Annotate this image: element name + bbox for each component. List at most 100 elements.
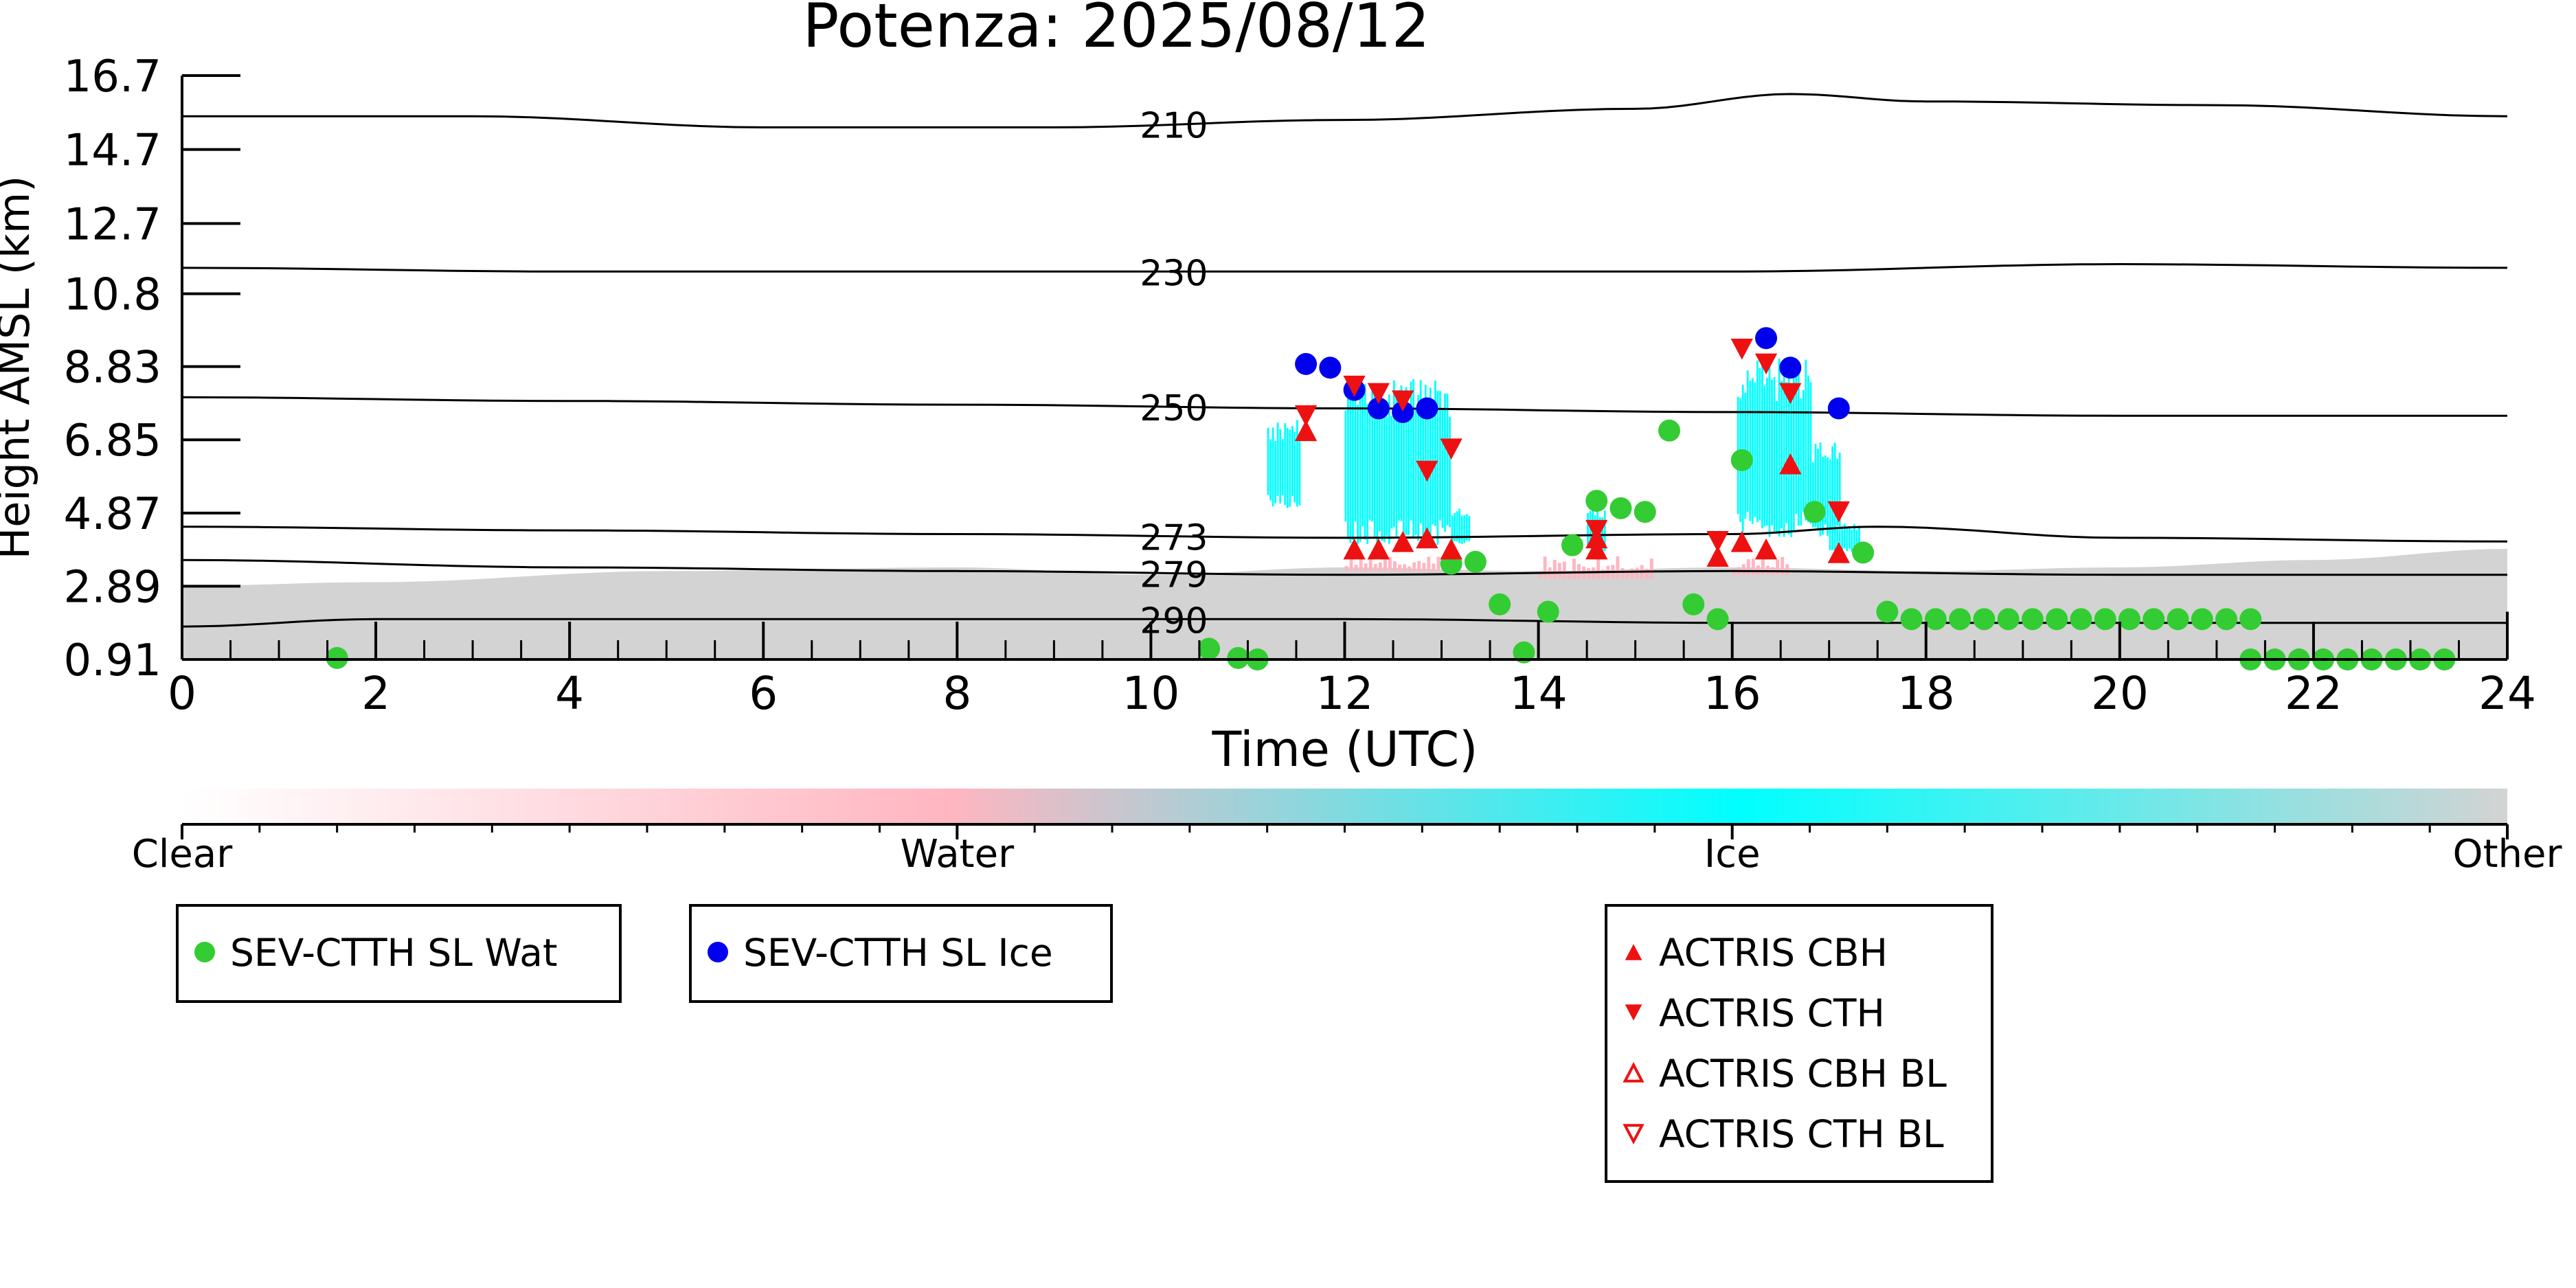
ice-pixel (1853, 523, 1855, 552)
ice-pixel (1802, 389, 1805, 512)
ice-pixel (1284, 423, 1287, 505)
data-point (1973, 608, 1996, 631)
ice-pixel (1344, 410, 1347, 522)
data-point (1537, 600, 1559, 623)
ice-pixel (1771, 379, 1773, 526)
water-pixel (1577, 563, 1581, 579)
colorbar-label: Water (901, 832, 1015, 877)
data-marker (1827, 542, 1850, 563)
data-point (1367, 397, 1390, 420)
water-pixel (1645, 568, 1649, 579)
ice-pixel (1785, 382, 1788, 523)
x-tick-label: 10 (1122, 667, 1179, 720)
data-marker (1827, 501, 1850, 523)
legend-label: SEV-CTTH SL Ice (743, 931, 1053, 975)
colorbar-label: Other (2452, 832, 2562, 877)
x-axis-label: Time (UTC) (1212, 721, 1478, 778)
data-point (1876, 600, 1899, 623)
ice-pixel (1417, 394, 1420, 541)
data-marker (1294, 405, 1318, 427)
ice-pixel (1833, 442, 1836, 536)
legend-item: SEV-CTTH SL Ice (708, 931, 1053, 975)
legend-marker (1625, 1004, 1642, 1021)
data-point (2118, 608, 2140, 631)
ice-pixel (1298, 438, 1301, 506)
data-marker (1706, 530, 1729, 552)
legend-item: ACTRIS CBH BL (1623, 1052, 1947, 1096)
data-point (1392, 400, 1414, 423)
data-point (2167, 608, 2189, 631)
water-pixel (1567, 570, 1571, 579)
ice-pixel (1836, 527, 1839, 550)
ice-pixel (1838, 528, 1841, 550)
data-marker (1440, 438, 1462, 460)
water-pixel (1616, 556, 1620, 579)
colorbar-ticks (181, 823, 2509, 839)
ice-pixel (1814, 443, 1817, 528)
data-marker (1585, 538, 1608, 560)
water-pixel (1649, 558, 1653, 579)
data-point (2070, 608, 2092, 631)
ice-pixel (1763, 385, 1766, 527)
ice-pixel (1436, 390, 1439, 545)
ice-pixel (1465, 514, 1468, 541)
colorbar-label: Ice (1704, 832, 1761, 877)
ice-pixel (1812, 462, 1814, 528)
ice-pixel (1773, 376, 1776, 532)
data-marker (1585, 519, 1608, 541)
ice-pixel (1751, 378, 1754, 524)
ice-pixel (1296, 420, 1298, 507)
data-point (2191, 608, 2213, 631)
data-point (2239, 608, 2262, 631)
legend-item: ACTRIS CTH BL (1623, 1112, 1944, 1156)
data-point (1489, 593, 1511, 615)
data-point (2046, 608, 2068, 631)
data-marker (1779, 383, 1802, 405)
data-point (1779, 357, 1802, 379)
water-pixel (1741, 564, 1745, 575)
x-tick-label: 2 (361, 667, 390, 720)
isotherm-line-250 (182, 396, 2507, 417)
water-pixel (1359, 558, 1363, 572)
isotherm-label-210: 210 (1140, 106, 1208, 147)
data-point (1997, 608, 2020, 631)
ice-pixel (1759, 368, 1761, 521)
data-marker (1343, 538, 1366, 560)
data-point (2094, 608, 2116, 631)
ice-pixel (1274, 440, 1277, 504)
ice-pixel (1373, 392, 1376, 539)
water-pixel (1751, 558, 1755, 575)
ice-pixel (1824, 455, 1827, 525)
data-point (2021, 608, 2044, 631)
ice-pixel (1754, 382, 1756, 517)
ice-pixel (1393, 380, 1395, 528)
legend-marker (708, 942, 728, 962)
legend-item: ACTRIS CBH (1625, 931, 1888, 975)
ice-pixel (1463, 515, 1466, 543)
legend-frame (1605, 904, 1993, 1183)
ice-pixel (1267, 427, 1269, 495)
ice-pixel (1819, 442, 1822, 536)
series-actris-cth (1294, 339, 1850, 552)
y-axis-label: Height AMSL (km) (0, 176, 39, 560)
data-point (1682, 593, 1705, 615)
water-pixel (1543, 556, 1547, 579)
ice-pixel (1276, 422, 1279, 496)
ice-pixel (1403, 414, 1405, 542)
legend-box: SEV-CTTH SL Ice (689, 904, 1113, 1003)
data-point (1730, 449, 1753, 471)
ice-pixel (1444, 393, 1446, 532)
ice-pixel (1800, 398, 1803, 526)
water-pixel (1761, 557, 1765, 575)
ice-pixel (1359, 379, 1362, 542)
data-point (1319, 357, 1342, 379)
legend-label: ACTRIS CTH (1659, 991, 1885, 1035)
ice-pixel (1746, 370, 1749, 512)
ice-class-region (1829, 523, 1860, 552)
ice-pixel (1792, 375, 1795, 532)
data-point (2215, 608, 2237, 631)
water-pixel (1373, 564, 1377, 572)
data-point (1464, 550, 1487, 573)
ice-pixel (1405, 387, 1408, 536)
